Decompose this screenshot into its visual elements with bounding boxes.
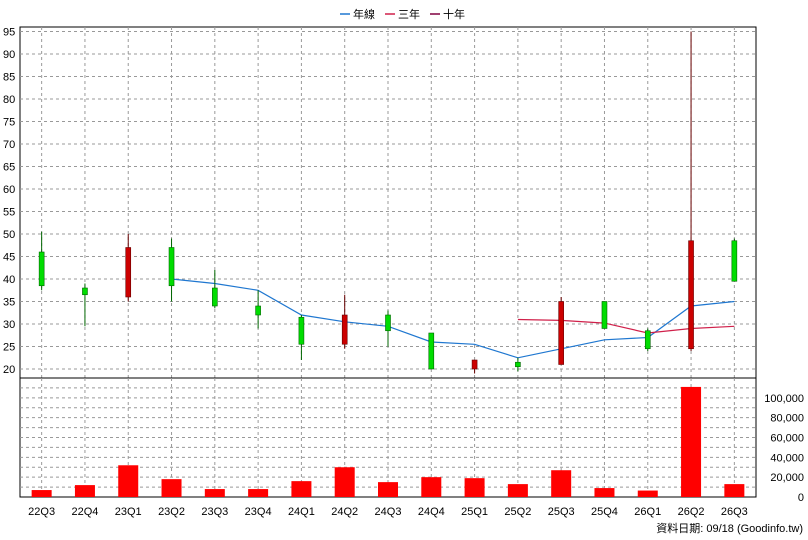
price-tick-label: 50 <box>3 229 15 241</box>
legend-label: 十年 <box>443 7 465 21</box>
legend-label: 三年 <box>398 7 420 21</box>
candle-body <box>82 287 88 296</box>
x-tick-label: 22Q3 <box>28 506 55 518</box>
x-tick-label: 25Q3 <box>548 506 575 518</box>
price-tick-label: 65 <box>3 162 15 174</box>
price-tick-label: 25 <box>3 342 15 354</box>
price-tick-label: 45 <box>3 252 15 264</box>
volume-tick-label: 40,000 <box>770 452 804 464</box>
price-axis: 20 25 30 35 40 45 50 55 60 65 70 75 80 85 90 95 <box>3 27 15 377</box>
x-tick-label: 26Q1 <box>634 506 661 518</box>
x-tick-label: 24Q4 <box>418 506 445 518</box>
volume-bar <box>594 488 615 497</box>
candle-body <box>471 359 478 370</box>
price-tick-label: 85 <box>3 72 15 84</box>
candle-body <box>644 330 651 350</box>
x-tick-label: 26Q2 <box>678 506 705 518</box>
x-tick-label: 22Q4 <box>71 506 98 518</box>
candle-body <box>298 316 305 345</box>
volume-bar <box>421 477 442 497</box>
volume-bar <box>161 479 182 497</box>
price-tick-label: 20 <box>3 364 15 376</box>
x-tick-label: 24Q1 <box>288 506 315 518</box>
x-tick-label: 26Q3 <box>721 506 748 518</box>
price-tick-label: 55 <box>3 207 15 219</box>
volume-bar <box>118 465 139 497</box>
x-tick-label: 24Q3 <box>375 506 402 518</box>
price-tick-label: 60 <box>3 184 15 196</box>
candle-body <box>688 240 694 350</box>
x-tick-label: 25Q1 <box>461 506 488 518</box>
data-date-note: 資料日期: 09/18 (Goodinfo.tw) <box>656 521 803 535</box>
volume-bar <box>681 386 702 497</box>
price-tick-label: 75 <box>3 117 15 129</box>
price-tick-label: 95 <box>3 27 15 39</box>
volume-tick-label: 60,000 <box>770 433 804 445</box>
legend: 年線 三年 十年 <box>340 7 465 21</box>
volume-bar <box>248 489 269 497</box>
volume-bar <box>74 485 95 497</box>
volume-bar <box>204 489 225 497</box>
x-tick-label: 24Q2 <box>331 506 358 518</box>
x-tick-label: 25Q4 <box>591 506 618 518</box>
volume-axis: 0 20,000 40,000 60,000 80,000 100,000 <box>764 393 804 504</box>
candle-body <box>341 314 348 345</box>
price-tick-label: 70 <box>3 139 15 151</box>
price-tick-label: 80 <box>3 94 15 106</box>
candle-body <box>731 240 738 282</box>
price-tick-label: 90 <box>3 49 15 61</box>
volume-bar <box>334 467 355 497</box>
candle-body <box>428 332 435 370</box>
candle-body <box>558 301 564 365</box>
volume-bar <box>551 470 572 497</box>
legend-label: 年線 <box>353 7 375 21</box>
volume-bar <box>378 482 398 497</box>
x-tick-label: 23Q3 <box>201 506 228 518</box>
price-tick-label: 35 <box>3 297 15 309</box>
candle-body <box>125 247 132 298</box>
candle-body <box>515 361 521 368</box>
candlesticks <box>38 31 738 374</box>
volume-bar <box>724 484 745 497</box>
x-axis: 22Q3 22Q4 23Q1 23Q2 23Q3 23Q4 24Q1 24Q2 24Q3 24Q4… <box>28 506 748 518</box>
volume-bar <box>291 481 312 497</box>
candle-body <box>601 301 608 329</box>
moving-average-lines <box>171 278 735 359</box>
candle-body <box>385 314 391 332</box>
year-line <box>171 278 735 359</box>
x-tick-label: 25Q2 <box>504 506 531 518</box>
x-tick-label: 23Q2 <box>158 506 185 518</box>
price-tick-label: 40 <box>3 274 15 286</box>
x-tick-label: 23Q4 <box>245 506 272 518</box>
volume-bars <box>31 386 745 497</box>
volume-tick-label: 0 <box>798 492 804 504</box>
candle-body <box>212 287 218 307</box>
volume-tick-label: 20,000 <box>770 472 804 484</box>
volume-bar <box>507 484 528 497</box>
candle-body <box>168 247 175 287</box>
three-year-line <box>517 318 735 334</box>
volume-bar <box>464 478 485 497</box>
volume-bar <box>637 490 658 497</box>
volume-bar <box>31 490 52 497</box>
volume-tick-label: 100,000 <box>764 393 804 405</box>
candle-body <box>38 251 45 287</box>
volume-tick-label: 80,000 <box>770 413 804 425</box>
price-tick-label: 30 <box>3 319 15 331</box>
x-tick-label: 23Q1 <box>115 506 142 518</box>
candle-body <box>255 305 261 316</box>
